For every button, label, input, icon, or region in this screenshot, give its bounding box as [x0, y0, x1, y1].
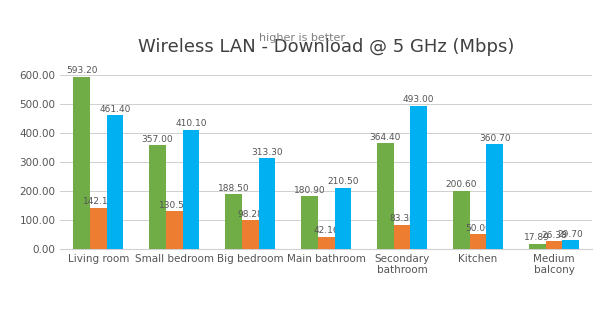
- Bar: [301, 197, 318, 249]
- Bar: [225, 194, 242, 249]
- Text: higher is better: higher is better: [259, 33, 345, 43]
- Bar: [242, 220, 259, 249]
- Bar: [73, 77, 90, 249]
- Bar: [562, 240, 579, 249]
- Bar: [259, 158, 275, 249]
- Text: 17.89: 17.89: [524, 233, 550, 242]
- Text: 26.38: 26.38: [541, 231, 567, 240]
- Text: 29.70: 29.70: [557, 230, 583, 239]
- Bar: [90, 208, 107, 249]
- Text: 83.36: 83.36: [389, 214, 415, 223]
- Bar: [545, 241, 562, 249]
- Text: 180.90: 180.90: [294, 186, 326, 195]
- Bar: [107, 115, 123, 249]
- Text: 50.00: 50.00: [465, 224, 491, 233]
- Text: 210.50: 210.50: [327, 177, 359, 186]
- Bar: [318, 237, 335, 249]
- Title: Wireless LAN - Download @ 5 GHz (Mbps): Wireless LAN - Download @ 5 GHz (Mbps): [138, 38, 515, 56]
- Text: 142.10: 142.10: [83, 197, 114, 206]
- Text: 357.00: 357.00: [142, 135, 173, 144]
- Text: 313.30: 313.30: [251, 147, 283, 157]
- Text: 188.50: 188.50: [217, 184, 249, 193]
- Bar: [377, 143, 394, 249]
- Bar: [149, 145, 166, 249]
- Bar: [394, 225, 411, 249]
- Bar: [453, 191, 470, 249]
- Text: 410.10: 410.10: [175, 119, 207, 129]
- Text: 461.40: 461.40: [100, 105, 130, 114]
- Bar: [529, 244, 545, 249]
- Bar: [411, 106, 427, 249]
- Text: 98.28: 98.28: [237, 210, 263, 219]
- Text: 200.60: 200.60: [446, 180, 477, 189]
- Bar: [166, 211, 182, 249]
- Legend: ASUS RT-AC85P, Bitdefender Box 2, TP-Link Archer C3150: ASUS RT-AC85P, Bitdefender Box 2, TP-Lin…: [122, 315, 530, 319]
- Bar: [470, 234, 486, 249]
- Text: 493.00: 493.00: [403, 95, 434, 104]
- Bar: [486, 144, 503, 249]
- Text: 130.50: 130.50: [158, 201, 190, 210]
- Text: 364.40: 364.40: [370, 133, 401, 142]
- Text: 593.20: 593.20: [66, 66, 97, 75]
- Bar: [335, 188, 351, 249]
- Text: 360.70: 360.70: [479, 134, 510, 143]
- Bar: [182, 130, 199, 249]
- Text: 42.16: 42.16: [313, 226, 339, 235]
